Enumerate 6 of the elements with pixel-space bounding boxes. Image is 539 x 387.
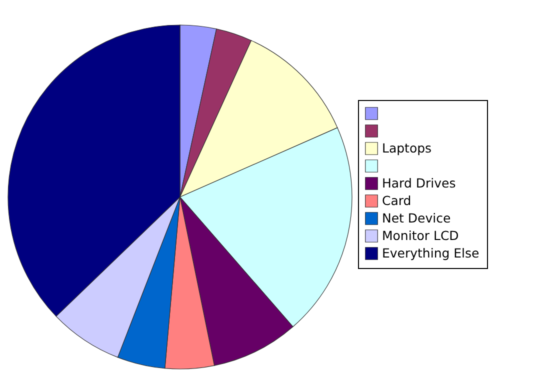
legend-label: Net Device [382, 210, 451, 226]
legend-label: Everything Else [382, 246, 480, 260]
legend-label: Laptops [382, 140, 432, 156]
legend-label: Card [382, 193, 412, 208]
legend-label: Hard Drives [382, 176, 456, 190]
legend-label: Monitor LCD [382, 228, 459, 243]
